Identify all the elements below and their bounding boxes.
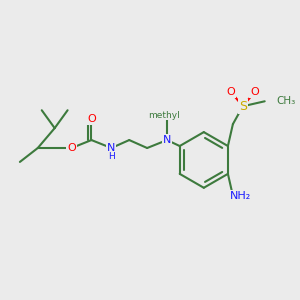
Text: O: O bbox=[250, 87, 259, 97]
Text: N: N bbox=[163, 135, 171, 145]
Text: NH₂: NH₂ bbox=[230, 191, 251, 201]
Text: O: O bbox=[67, 143, 76, 153]
Text: O: O bbox=[226, 87, 235, 97]
Text: N: N bbox=[107, 143, 116, 153]
Text: H: H bbox=[108, 152, 115, 161]
Text: methyl: methyl bbox=[148, 111, 180, 120]
Text: O: O bbox=[87, 114, 96, 124]
Text: S: S bbox=[239, 100, 247, 113]
Text: CH₃: CH₃ bbox=[277, 96, 296, 106]
